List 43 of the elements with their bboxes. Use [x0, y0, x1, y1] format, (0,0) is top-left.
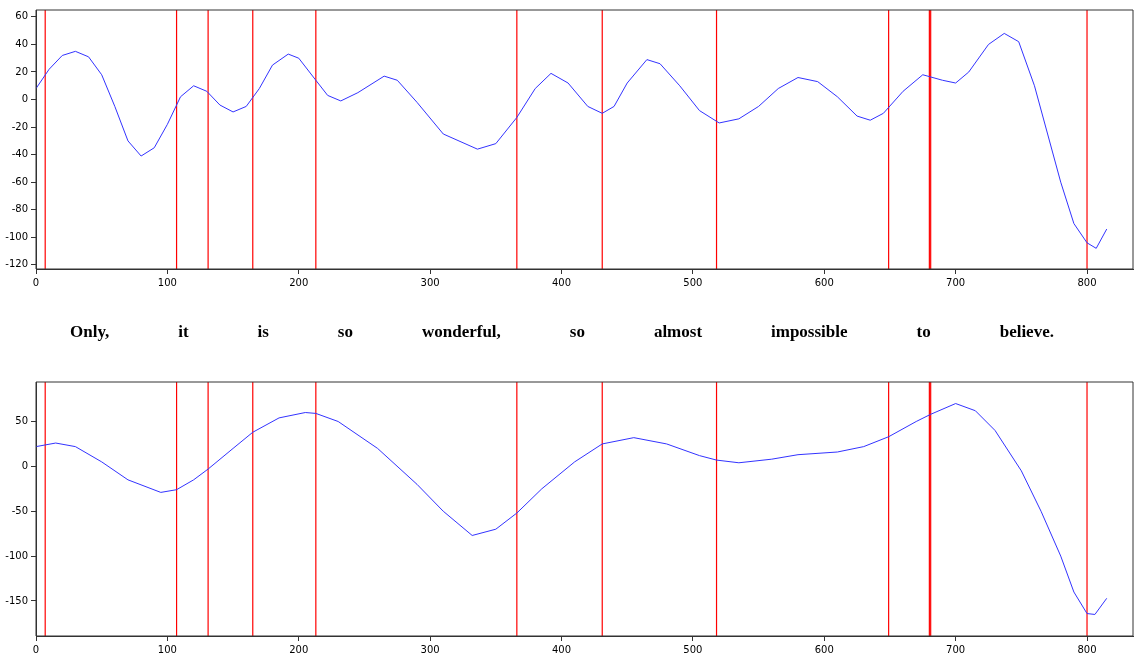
x-tick-label: 300: [420, 643, 440, 655]
y-tick-label: -50: [11, 504, 28, 516]
y-tick-label: -80: [11, 203, 28, 215]
text: so: [337, 322, 353, 342]
x-tick-label: 500: [683, 643, 703, 655]
x-tick-label: 400: [551, 643, 572, 655]
y-tick-label: -100: [5, 549, 28, 561]
x-tick-label: 400: [551, 276, 572, 288]
y-tick-label: 60: [15, 10, 28, 22]
x-tick-label: 600: [814, 643, 834, 655]
y-tick-label: -20: [11, 120, 28, 132]
text: to: [916, 322, 931, 342]
x-tick-label: 500: [683, 276, 703, 288]
text: it: [178, 322, 189, 342]
y-tick-label: -40: [11, 148, 28, 160]
x-tick-label: 200: [289, 643, 309, 655]
x-tick-label: 800: [1077, 643, 1097, 655]
x-tick-label: 0: [32, 276, 40, 288]
x-tick-label: 100: [157, 276, 177, 288]
y-tick-label: 40: [15, 38, 28, 50]
text: is: [257, 322, 269, 342]
y-tick-label: -100: [5, 230, 28, 242]
text: so: [569, 322, 585, 342]
x-tick-label: 0: [32, 643, 40, 655]
x-tick-label: 100: [157, 643, 177, 655]
y-tick-label: 0: [21, 459, 28, 471]
text: believe.: [999, 322, 1054, 342]
y-tick-label: 50: [15, 415, 28, 427]
x-tick-label: 200: [289, 276, 309, 288]
y-tick-label: -120: [5, 258, 28, 270]
text: wonderful,: [421, 322, 501, 342]
x-tick-label: 300: [420, 276, 440, 288]
y-tick-label: -150: [5, 594, 28, 606]
x-tick-label: 800: [1077, 276, 1097, 288]
text: Only,: [70, 322, 110, 342]
x-tick-label: 700: [946, 276, 966, 288]
x-tick-label: 700: [946, 643, 966, 655]
y-tick-label: 0: [21, 93, 28, 105]
y-tick-label: 20: [15, 65, 28, 77]
text: almost: [653, 322, 703, 342]
y-tick-label: -60: [11, 175, 28, 187]
x-tick-label: 600: [814, 276, 834, 288]
text: impossible: [771, 322, 848, 342]
